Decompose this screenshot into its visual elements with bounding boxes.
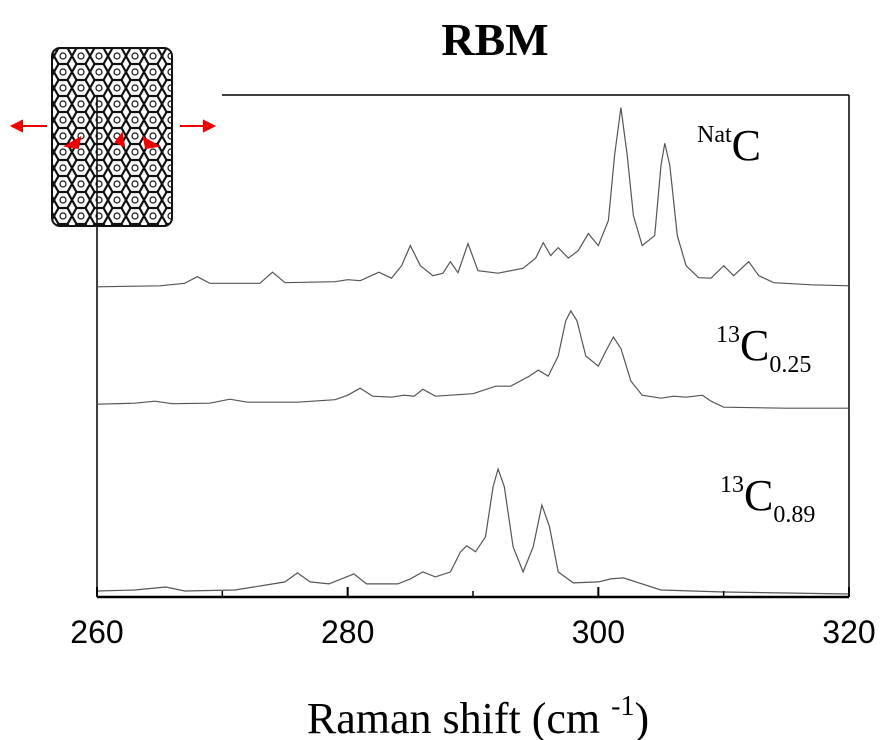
vibration-arrows <box>9 119 217 150</box>
series-label: 13C0.89 <box>720 471 815 528</box>
x-tick-label: 260 <box>70 614 123 650</box>
series-label-sup: 13 <box>720 472 744 498</box>
series-label-sup: 13 <box>716 322 740 348</box>
series-label: NatC <box>697 121 761 170</box>
nanotube <box>51 47 173 227</box>
x-tick-label: 280 <box>321 614 374 650</box>
plot-area <box>96 107 850 595</box>
nanotube-inset <box>9 47 217 227</box>
x-axis-label-sup: -1 <box>611 691 634 722</box>
series-label: 13C0.25 <box>716 321 811 378</box>
series-label-base: C <box>740 321 769 370</box>
spectrum-line <box>96 467 850 595</box>
x-tick-label: 320 <box>822 614 875 650</box>
series-label-base: C <box>744 471 773 520</box>
series-label-sup: Nat <box>697 122 732 148</box>
series-label-sub: 0.25 <box>769 352 811 378</box>
series-label-sub: 0.89 <box>773 502 815 528</box>
series-label-base: C <box>732 121 761 170</box>
x-axis-label: Raman shift (cm -1) <box>307 691 649 740</box>
x-tick-label: 300 <box>572 614 625 650</box>
x-axis-label-end: ) <box>634 694 649 740</box>
chart-title: RBM <box>441 14 548 65</box>
spectrum-line <box>96 107 850 288</box>
spectrum-line <box>96 309 849 409</box>
x-axis-label-text: Raman shift (cm <box>307 694 611 740</box>
